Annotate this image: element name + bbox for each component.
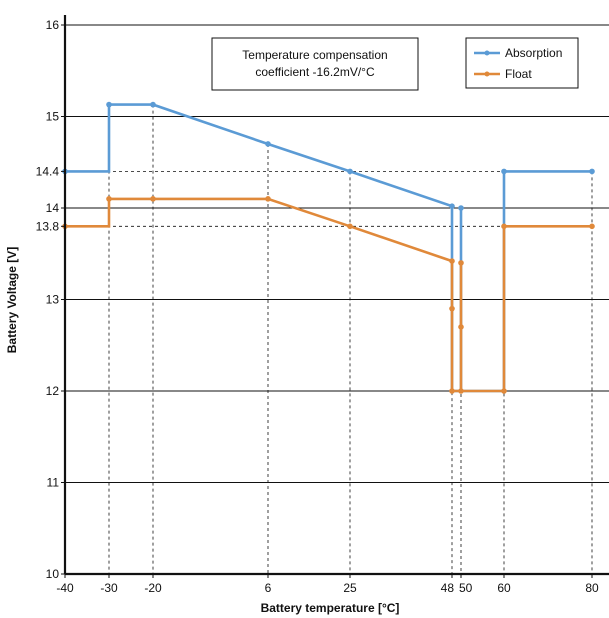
series-point-float-3 (265, 196, 271, 202)
legend-label-float: Float (505, 67, 532, 81)
series-point-absorption-1 (106, 101, 112, 108)
series-point-float-9 (501, 388, 507, 394)
annotation-box: Temperature compensation coefficient -16… (211, 37, 419, 91)
x-tick-label-80: 80 (585, 581, 599, 595)
series-point-float-10 (501, 223, 507, 230)
x-tick-label-48: 48 (441, 581, 455, 595)
series-point-absorption-4 (347, 168, 353, 175)
y-tick-label-16: 16 (46, 18, 60, 32)
x-axis-title: Battery temperature [°C] (261, 601, 400, 615)
y-tick-label-13.8: 13.8 (36, 219, 60, 233)
series-point-absorption-2 (150, 101, 156, 108)
series-point-absorption-8 (589, 168, 595, 175)
series-layer (62, 101, 595, 394)
series-point-absorption-7 (501, 168, 507, 175)
series-point-float-7 (449, 388, 455, 394)
legend-marker-absorption (484, 50, 490, 56)
y-tick-label-14: 14 (46, 201, 60, 215)
series-line-absorption (65, 103, 592, 393)
series-line-float (65, 197, 592, 393)
x-tick-label-60: 60 (497, 581, 511, 595)
y-tick-label-15: 15 (46, 110, 60, 124)
legend-marker-float (484, 71, 490, 77)
series-point-float-12 (449, 305, 455, 312)
legend: Absorption Float (465, 37, 579, 89)
x-tick-label--30: -30 (100, 581, 118, 595)
series-point-float-11 (589, 223, 595, 230)
series-point-float-4 (347, 223, 353, 230)
series-point-float-2 (150, 196, 156, 202)
series-point-float-5 (449, 258, 455, 264)
series-point-float-8 (458, 388, 464, 394)
legend-label-absorption: Absorption (505, 46, 562, 60)
x-tick-label--40: -40 (56, 581, 74, 595)
series-point-absorption-6 (458, 205, 464, 211)
series-point-absorption-5 (449, 203, 455, 209)
axis-layer: 10 11 12 13 13.8 14 14.4 15 16 -40 -30 -20 6 25 48 50 60… (36, 15, 609, 595)
y-tick-label-14.4: 14.4 (36, 164, 60, 178)
annotation-line-2: coefficient -16.2mV/°C (255, 65, 375, 79)
series-point-float-13 (458, 324, 464, 330)
legend-frame (465, 37, 579, 89)
series-point-absorption-3 (265, 141, 271, 147)
annotation-frame (211, 37, 419, 91)
series-point-float-6 (458, 260, 464, 266)
grid-layer (65, 24, 609, 574)
y-tick-label-10: 10 (46, 567, 60, 581)
y-tick-label-13: 13 (46, 293, 60, 307)
series-point-float-1 (106, 196, 112, 202)
annotation-line-1: Temperature compensation (242, 48, 387, 62)
x-tick-label-6: 6 (265, 581, 272, 595)
y-tick-label-12: 12 (46, 384, 60, 398)
y-axis-title: Battery Voltage [V] (5, 247, 19, 353)
y-tick-label-11: 11 (47, 476, 60, 490)
x-tick-label-25: 25 (343, 581, 357, 595)
x-tick-label--20: -20 (144, 581, 162, 595)
x-tick-label-50: 50 (459, 581, 473, 595)
